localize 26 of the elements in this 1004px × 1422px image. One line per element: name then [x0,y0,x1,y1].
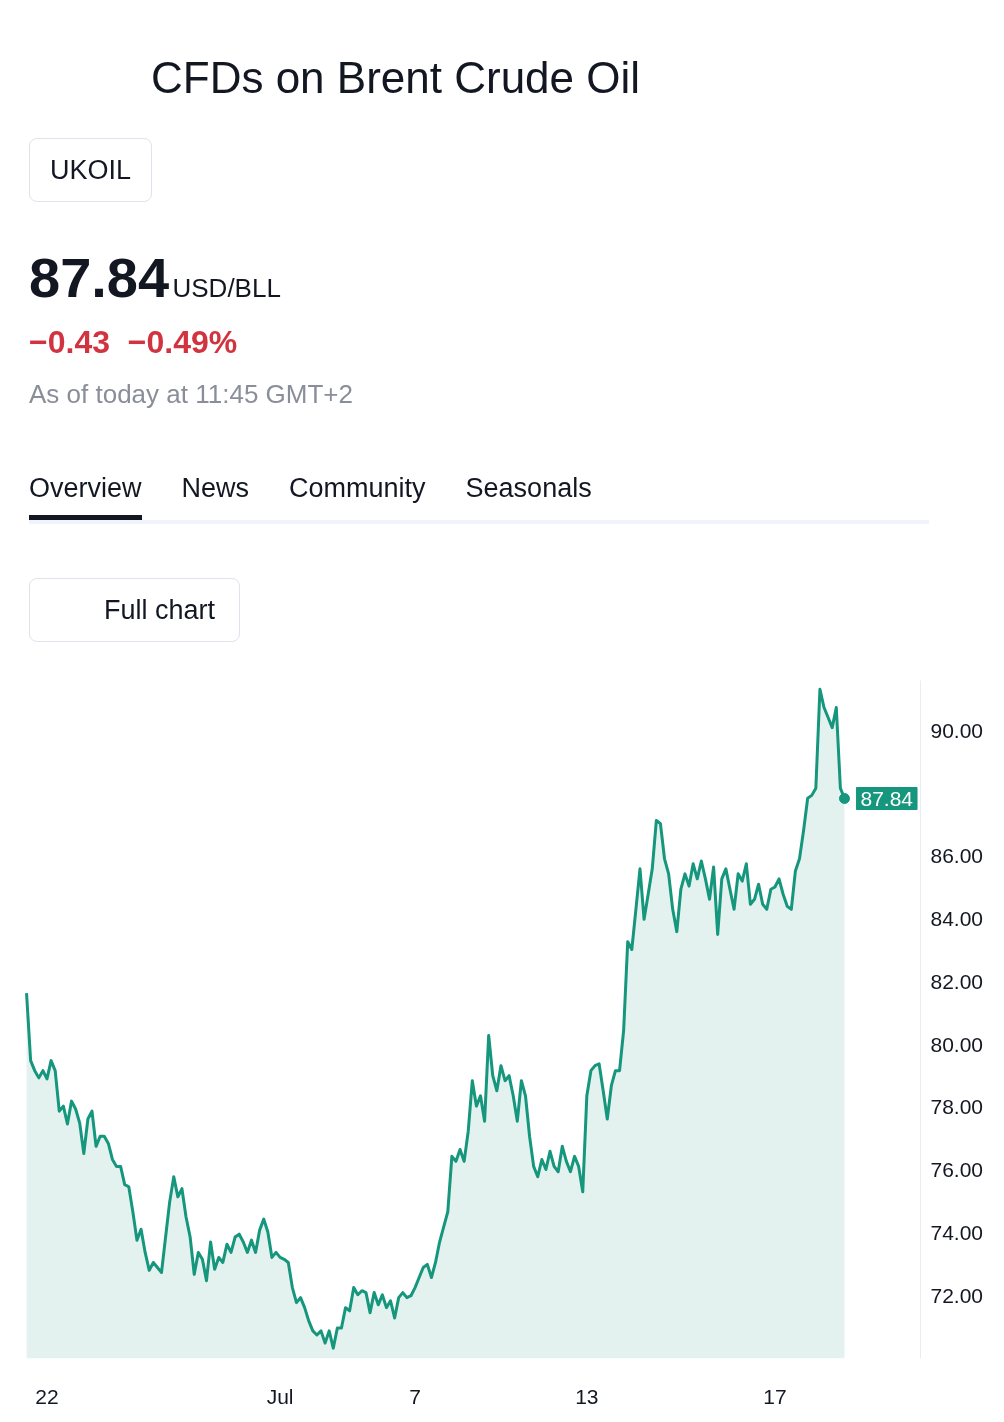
text: 87.84 [860,786,914,810]
y-tick-label: 90.00 [930,718,984,742]
text: USD/BLL [172,273,281,304]
x-tick-label: 17 [763,1384,787,1408]
x-tick-label: 13 [575,1384,599,1408]
y-tick-label: 74.00 [930,1220,984,1244]
x-tick-label: Jul [266,1384,294,1408]
x-tick-label: 22 [35,1384,59,1408]
y-tick-label: 80.00 [930,1032,984,1056]
y-tick-label: 76.00 [930,1158,984,1182]
text: As of today at 11:45 GMT+2 [29,378,354,412]
text: 87.84 [29,246,170,310]
chart-title: CFDs on Brent Crude Oil [151,52,642,104]
x-tick-label: 7 [409,1384,421,1408]
text: News [181,473,250,504]
text: Overview [29,473,142,521]
text: Community [289,473,426,504]
y-tick-label: 82.00 [930,969,984,993]
y-tick-label: 86.00 [930,844,984,868]
text: Full chart [29,577,241,643]
text: −0.43 −0.49% [29,324,238,361]
y-tick-label: 84.00 [930,907,984,931]
y-tick-label: 78.00 [930,1095,984,1119]
text: UKOIL [29,137,153,203]
y-tick-label: 72.00 [930,1283,984,1307]
text: Seasonals [465,473,592,504]
